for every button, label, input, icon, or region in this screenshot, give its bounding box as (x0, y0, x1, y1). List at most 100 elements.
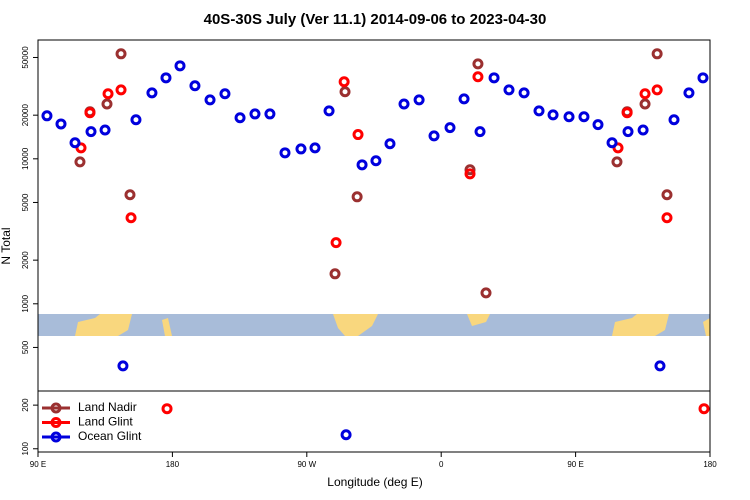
point (161, 403, 173, 415)
point (444, 122, 456, 134)
x-tick-label: 90 W (297, 460, 316, 469)
legend-marker (50, 417, 62, 428)
point (611, 156, 623, 168)
point (458, 93, 470, 105)
point (651, 84, 663, 96)
point (697, 72, 709, 84)
land-shape (162, 318, 172, 336)
point (592, 119, 604, 131)
y-tick-label: 2000 (21, 251, 30, 269)
point (295, 143, 307, 155)
point (329, 268, 341, 280)
point (622, 126, 634, 138)
point (279, 147, 291, 159)
ocean-band (38, 314, 710, 336)
point (351, 191, 363, 203)
point (639, 98, 651, 110)
point (464, 164, 476, 176)
point (661, 189, 673, 201)
x-tick-label: 180 (166, 460, 180, 469)
point (518, 87, 530, 99)
point (384, 138, 396, 150)
point (117, 360, 129, 372)
y-tick-label: 500 (21, 340, 30, 354)
legend-label: Land Glint (78, 415, 133, 429)
point (204, 94, 216, 106)
point (637, 124, 649, 136)
point (101, 98, 113, 110)
point (234, 112, 246, 124)
point (621, 107, 633, 119)
point (339, 86, 351, 98)
x-tick-label: 90 E (567, 460, 583, 469)
legend-label: Ocean Glint (78, 429, 142, 443)
point (330, 237, 342, 249)
point (398, 98, 410, 110)
y-tick-label: 10000 (21, 147, 30, 170)
point (472, 71, 484, 83)
point (474, 126, 486, 138)
point (547, 109, 559, 121)
legend-marker (50, 402, 62, 414)
point (264, 108, 276, 120)
point (606, 137, 618, 149)
x-tick-label: 90 E (30, 460, 46, 469)
plot-frame (37, 39, 711, 453)
point (85, 126, 97, 138)
point (309, 142, 321, 154)
y-tick-label: 100 (21, 442, 30, 456)
land-shape (75, 314, 132, 336)
land-shape (333, 314, 378, 336)
land-shape (703, 318, 710, 336)
point (413, 94, 425, 106)
point (249, 108, 261, 120)
point (356, 159, 368, 171)
chart-title: 40S-30S July (Ver 11.1) 2014-09-06 to 20… (204, 11, 547, 28)
point (219, 88, 231, 100)
point (74, 156, 86, 168)
point (668, 114, 680, 126)
point (99, 124, 111, 136)
point (338, 76, 350, 88)
point (472, 58, 484, 70)
point (464, 168, 476, 180)
point (124, 189, 136, 201)
point (683, 87, 695, 99)
point (698, 403, 710, 415)
point (189, 80, 201, 92)
point (146, 87, 158, 99)
x-tick-label: 180 (703, 460, 717, 469)
point (174, 60, 186, 72)
point (480, 287, 492, 299)
y-tick-label: 5000 (21, 193, 30, 211)
point (488, 72, 500, 84)
point (115, 48, 127, 60)
legend-marker (50, 431, 62, 443)
point (651, 48, 663, 60)
point (340, 429, 352, 441)
point (323, 105, 335, 117)
land-shape (467, 314, 490, 326)
y-tick-label: 50000 (21, 46, 30, 69)
y-tick-label: 1000 (21, 294, 30, 312)
y-tick-label: 20000 (21, 104, 30, 127)
point (370, 155, 382, 167)
point (84, 107, 96, 119)
legend-label: Land Nadir (78, 400, 137, 414)
point (639, 88, 651, 100)
point (654, 360, 666, 372)
point (130, 114, 142, 126)
point (125, 212, 137, 224)
point (533, 105, 545, 117)
point (55, 118, 67, 130)
point (41, 110, 53, 122)
point (503, 84, 515, 96)
point (102, 88, 114, 100)
x-tick-label: 0 (439, 460, 444, 469)
point (115, 84, 127, 96)
land-shape (612, 314, 669, 336)
point (661, 212, 673, 224)
y-axis-label: N Total (0, 227, 13, 264)
point (578, 111, 590, 123)
